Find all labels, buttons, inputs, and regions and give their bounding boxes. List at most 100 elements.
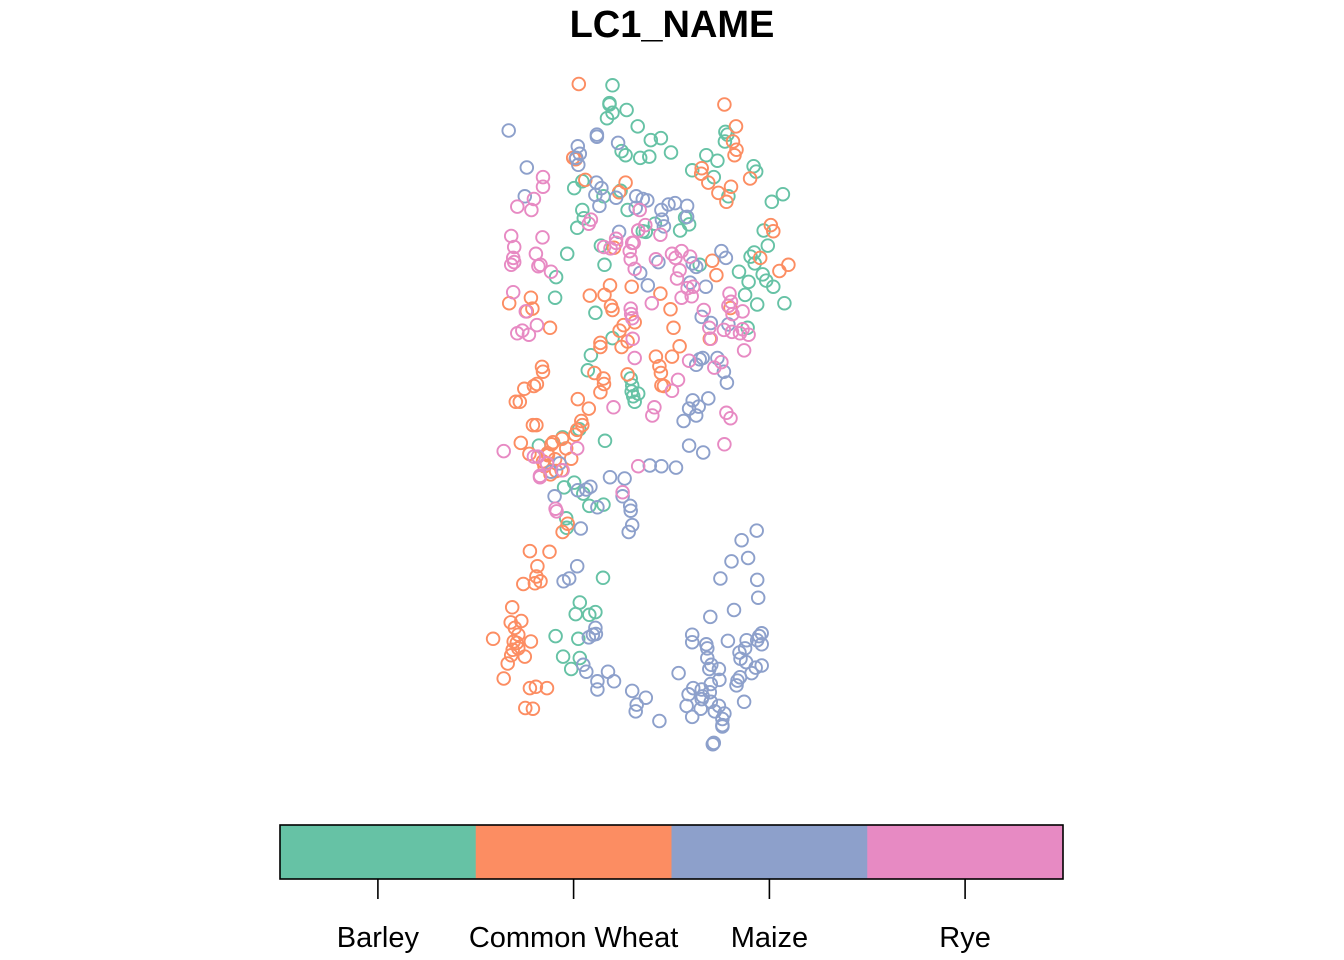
point-maize xyxy=(624,683,640,699)
point-common-wheat xyxy=(523,634,539,649)
point-maize xyxy=(713,571,728,586)
point-barley xyxy=(627,394,642,410)
point-maize xyxy=(718,250,734,266)
point-maize xyxy=(640,278,656,293)
point-maize xyxy=(628,704,643,719)
legend-label-maize: Maize xyxy=(731,922,808,954)
point-common-wheat xyxy=(567,427,583,442)
point-rye xyxy=(543,264,559,279)
point-common-wheat xyxy=(509,635,525,651)
point-maize xyxy=(691,399,706,414)
point-common-wheat xyxy=(763,217,779,233)
point-rye xyxy=(526,449,542,464)
point-rye xyxy=(707,360,722,375)
point-common-wheat xyxy=(555,524,570,540)
point-rye xyxy=(535,169,551,185)
point-rye xyxy=(724,324,740,340)
point-common-wheat xyxy=(511,627,526,642)
point-maize xyxy=(681,438,697,453)
point-rye xyxy=(670,372,686,388)
point-maize xyxy=(588,620,603,636)
point-common-wheat xyxy=(517,381,532,397)
point-common-wheat xyxy=(593,335,608,351)
point-common-wheat xyxy=(666,320,681,336)
legend-bar-border xyxy=(279,824,1064,880)
point-rye xyxy=(717,437,732,452)
point-rye xyxy=(672,263,687,278)
point-maize xyxy=(717,706,732,721)
point-maize xyxy=(724,554,739,569)
point-common-wheat xyxy=(517,649,533,664)
point-common-wheat xyxy=(518,700,533,716)
point-common-wheat xyxy=(522,680,538,696)
point-maize xyxy=(692,352,707,367)
point-rye xyxy=(496,443,511,459)
point-maize xyxy=(684,709,700,725)
point-maize xyxy=(556,574,571,589)
point-common-wheat xyxy=(593,339,608,355)
point-common-wheat xyxy=(529,569,544,584)
point-maize xyxy=(684,634,700,650)
legend-label-rye: Rye xyxy=(939,922,991,954)
point-barley xyxy=(731,264,747,279)
point-rye xyxy=(627,261,642,277)
point-common-wheat xyxy=(664,349,680,364)
point-maize xyxy=(700,650,715,666)
point-common-wheat xyxy=(663,302,678,317)
point-rye xyxy=(719,405,734,421)
point-common-wheat xyxy=(648,349,664,364)
point-rye xyxy=(531,258,546,274)
point-maize xyxy=(624,517,640,533)
point-common-wheat xyxy=(529,376,545,392)
point-rye xyxy=(685,279,701,294)
point-barley xyxy=(602,97,617,112)
point-common-wheat xyxy=(701,175,716,190)
point-maize xyxy=(583,479,598,494)
point-barley xyxy=(597,257,612,273)
point-barley xyxy=(575,202,590,218)
point-maize xyxy=(517,189,533,204)
point-barley xyxy=(588,604,603,620)
point-maize xyxy=(739,632,754,648)
point-maize xyxy=(615,489,630,504)
point-maize xyxy=(568,150,584,166)
point-common-wheat xyxy=(503,615,518,630)
point-maize xyxy=(651,254,666,270)
point-maize xyxy=(694,682,709,697)
point-barley xyxy=(572,650,588,666)
point-rye xyxy=(625,331,640,347)
point-maize xyxy=(592,198,607,214)
point-rye xyxy=(529,317,545,333)
point-common-wheat xyxy=(539,680,555,696)
point-barley xyxy=(625,389,641,404)
point-rye xyxy=(623,301,638,316)
point-barley xyxy=(775,186,791,202)
point-maize xyxy=(698,279,714,294)
point-maize xyxy=(754,637,769,652)
point-maize xyxy=(640,193,655,208)
point-common-wheat xyxy=(709,267,724,283)
point-rye xyxy=(608,231,624,247)
point-common-wheat xyxy=(719,194,734,210)
point-common-wheat xyxy=(516,576,531,592)
point-maize xyxy=(685,256,700,271)
point-maize xyxy=(688,408,704,423)
point-common-wheat xyxy=(723,179,739,194)
point-barley xyxy=(653,130,669,146)
point-maize xyxy=(684,627,700,642)
point-maize xyxy=(754,658,769,673)
point-maize xyxy=(736,694,752,710)
point-maize xyxy=(710,350,725,366)
point-maize xyxy=(706,735,722,751)
point-maize xyxy=(573,521,589,536)
point-maize xyxy=(679,698,694,714)
point-maize xyxy=(676,413,691,429)
chart-title: LC1_NAME xyxy=(570,4,775,46)
point-common-wheat xyxy=(653,365,669,381)
point-rye xyxy=(647,400,662,415)
point-rye xyxy=(680,280,695,296)
point-maize xyxy=(519,160,535,175)
point-barley xyxy=(630,119,645,134)
point-rye xyxy=(528,246,544,262)
point-common-wheat xyxy=(525,701,541,716)
